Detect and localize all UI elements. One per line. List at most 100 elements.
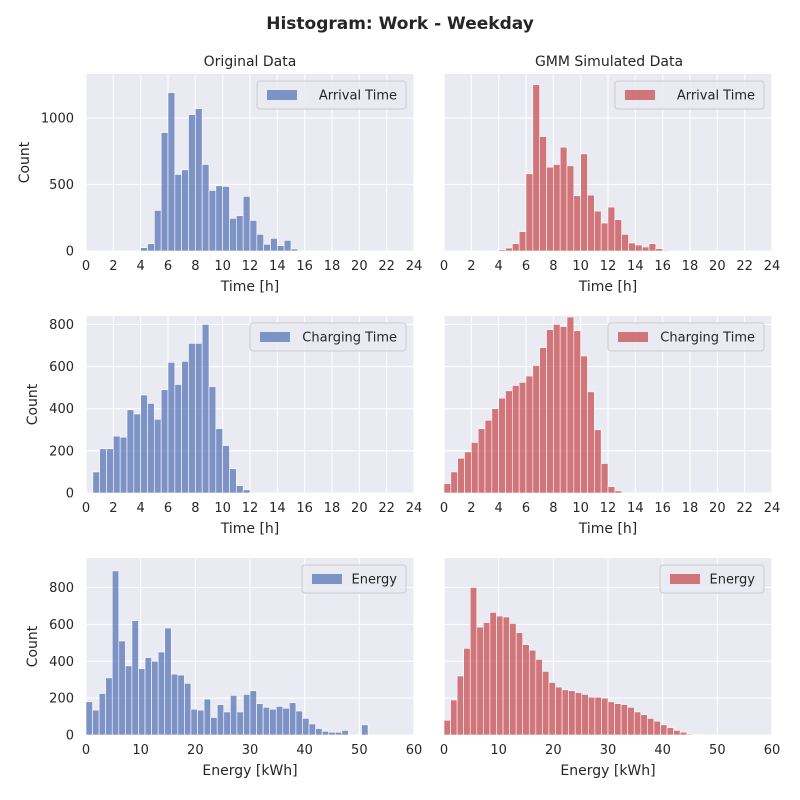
histogram-bar	[532, 84, 540, 252]
x-tick-label: 18	[324, 259, 341, 274]
x-tick-label: 50	[709, 743, 726, 758]
histogram-bar	[627, 707, 635, 736]
histogram-bar	[133, 413, 141, 494]
legend-box	[607, 322, 765, 352]
histogram-bar	[568, 690, 576, 736]
x-tick-label: 22	[378, 259, 395, 274]
histogram-bar	[334, 731, 343, 736]
y-tick-label: 200	[49, 692, 74, 707]
histogram-bar	[203, 698, 211, 736]
x-tick-label: 0	[440, 501, 448, 516]
x-tick-label: 30	[242, 743, 259, 758]
x-tick-label: 2	[109, 259, 117, 274]
histogram-bar	[230, 695, 238, 736]
histogram-bar	[561, 689, 569, 736]
histogram-bar	[574, 692, 583, 736]
x-tick-label: 10	[572, 501, 589, 516]
histogram-bar	[450, 471, 458, 494]
histogram-bar	[594, 429, 602, 494]
legend-label: Arrival Time	[319, 89, 397, 104]
x-tick-label: 24	[406, 259, 423, 274]
x-tick-label: 24	[764, 501, 781, 516]
x-tick-label: 50	[351, 743, 368, 758]
histogram-bar	[263, 244, 271, 252]
histogram-bar	[522, 644, 530, 736]
histogram-bar	[553, 324, 561, 494]
x-tick-label: 12	[600, 259, 617, 274]
x-tick-label: 2	[467, 501, 475, 516]
histogram-bar	[181, 361, 189, 494]
y-tick-label: 0	[66, 245, 74, 260]
x-tick-label: 20	[351, 259, 368, 274]
energy-simulated-legend: Energy	[659, 564, 765, 594]
x-axis-label: Energy [kWh]	[202, 763, 297, 779]
legend-swatch	[312, 574, 342, 584]
histogram-bar	[181, 169, 189, 252]
histogram-bar	[581, 694, 589, 736]
histogram-bar	[105, 677, 113, 736]
x-tick-label: 6	[164, 259, 172, 274]
histogram-bar	[648, 243, 657, 252]
histogram-bar	[469, 587, 478, 736]
x-tick-label: 8	[549, 259, 557, 274]
histogram-bar	[341, 730, 349, 736]
y-tick-label: 1000	[41, 111, 74, 126]
histogram-bar	[535, 659, 543, 736]
histogram-bar	[655, 248, 663, 252]
histogram-bar	[222, 445, 230, 494]
histogram-bar	[125, 665, 133, 736]
histogram-bar	[587, 391, 595, 494]
legend-label: Charging Time	[660, 331, 755, 346]
histogram-bar	[601, 697, 609, 736]
x-axis-label: Time [h]	[578, 521, 638, 537]
y-axis-label: Count	[25, 383, 41, 425]
histogram-bar	[170, 673, 179, 736]
x-tick-label: 14	[269, 259, 286, 274]
x-tick-label: 4	[137, 259, 145, 274]
histogram-bar	[249, 220, 258, 252]
histogram-bar	[491, 408, 499, 494]
x-tick-label: 10	[572, 259, 589, 274]
y-axis-label: Count	[17, 141, 33, 183]
y-axis-label: Count	[25, 625, 41, 667]
histogram-bar	[188, 343, 196, 494]
arrival-simulated-legend: Arrival Time	[614, 80, 765, 110]
y-tick-label: 500	[49, 178, 74, 193]
histogram-bar	[216, 704, 225, 736]
x-tick-label: 20	[545, 743, 562, 758]
histogram-bar	[184, 683, 192, 736]
histogram-bar	[321, 731, 330, 736]
x-tick-label: 20	[187, 743, 204, 758]
histogram-bar	[236, 485, 244, 494]
histogram-bar	[580, 355, 588, 494]
histogram-bar	[553, 164, 561, 252]
histogram-bar	[686, 733, 694, 736]
histogram-bar	[167, 92, 176, 252]
histogram-bar	[188, 114, 196, 252]
histogram-bar	[236, 215, 244, 252]
x-tick-label: 40	[296, 743, 313, 758]
legend-label: Energy	[709, 573, 755, 588]
x-tick-label: 40	[654, 743, 671, 758]
x-tick-label: 8	[549, 501, 557, 516]
histogram-bar	[477, 428, 486, 494]
histogram-bar	[131, 620, 139, 736]
x-tick-label: 8	[191, 501, 199, 516]
charging-original-legend: Charging Time	[249, 322, 407, 352]
histogram-bar	[464, 451, 472, 494]
x-tick-label: 16	[296, 259, 313, 274]
histogram-bar	[201, 164, 210, 252]
x-tick-label: 20	[709, 501, 726, 516]
arrival-original-legend: Arrival Time	[256, 80, 407, 110]
histogram-bar	[177, 674, 185, 736]
y-tick-label: 800	[49, 318, 74, 333]
histogram-bar	[140, 247, 148, 252]
x-tick-label: 16	[654, 501, 671, 516]
legend-swatch	[267, 90, 297, 100]
legend-box	[256, 80, 407, 110]
histogram-bar	[515, 632, 524, 736]
x-tick-label: 0	[82, 501, 90, 516]
histogram-bar	[249, 690, 257, 736]
histogram-bar	[195, 343, 203, 494]
